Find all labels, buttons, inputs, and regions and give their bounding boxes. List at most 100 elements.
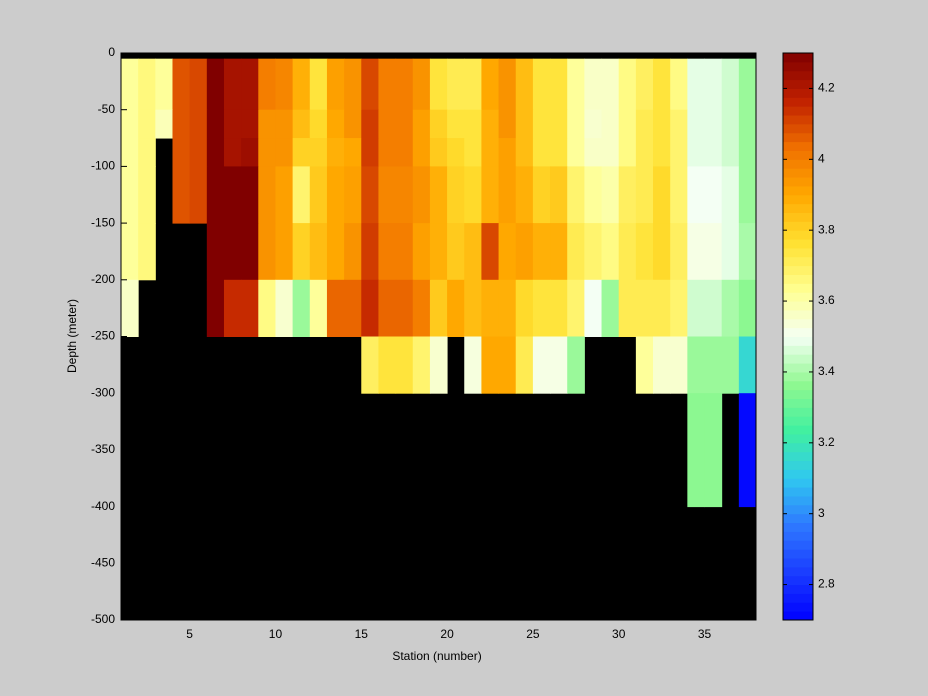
heatmap-cell (344, 166, 362, 224)
heatmap-cell (532, 58, 551, 111)
heatmap-cell (550, 336, 568, 394)
heatmap-cell (601, 109, 620, 139)
colorbar-swatch (783, 549, 813, 559)
heatmap-cell (721, 336, 740, 394)
heatmap-cell (138, 166, 156, 224)
y-tick-label: -200 (91, 272, 115, 286)
y-tick-label: -150 (91, 215, 115, 229)
colorbar-tick-label: 3.4 (818, 364, 835, 378)
heatmap-cell (361, 138, 379, 167)
heatmap-cell (567, 223, 585, 281)
heatmap-cell (532, 336, 551, 394)
heatmap-cell (721, 223, 740, 281)
colorbar-swatch (783, 487, 813, 497)
heatmap-cell (447, 138, 465, 167)
colorbar-swatch (783, 425, 813, 435)
heatmap-cell (635, 223, 654, 281)
heatmap-cell (481, 166, 500, 224)
x-tick-label: 20 (440, 627, 454, 641)
heatmap-cell (326, 109, 345, 139)
heatmap-cell (172, 109, 191, 139)
heatmap-cell (721, 109, 740, 139)
colorbar-swatch (783, 265, 813, 275)
heatmap-cell (738, 393, 757, 508)
colorbar-swatch (783, 88, 813, 98)
heatmap-cell (464, 138, 482, 167)
heatmap-cell (687, 138, 706, 167)
colorbar-swatch (783, 371, 813, 382)
x-tick-label: 5 (186, 627, 193, 641)
x-axis-label: Station (number) (392, 649, 481, 663)
heatmap-cell (223, 138, 242, 167)
heatmap-cell (635, 166, 654, 224)
heatmap-cell (344, 58, 362, 111)
heatmap-cell (361, 58, 379, 111)
heatmap-cell (241, 279, 259, 337)
heatmap-cell (618, 58, 637, 111)
heatmap-cell (653, 109, 671, 139)
y-tick-label: -250 (91, 329, 115, 343)
heatmap-cell (481, 109, 500, 139)
heatmap-cell (670, 109, 688, 139)
heatmap-cell (738, 336, 757, 394)
heatmap-cell (687, 109, 706, 139)
colorbar-swatch (783, 469, 813, 479)
heatmap-cell (121, 279, 139, 337)
heatmap-cell (121, 109, 139, 139)
x-tick-label: 35 (698, 627, 712, 641)
heatmap-cell (498, 223, 517, 281)
colorbar-swatch (783, 132, 813, 143)
heatmap-cell (275, 223, 294, 281)
heatmap-cell (567, 279, 585, 337)
heatmap-cell (464, 223, 482, 281)
heatmap-cell (172, 166, 191, 224)
heatmap-cell (635, 58, 654, 111)
colorbar-swatch (783, 602, 813, 612)
colorbar-swatch (783, 557, 813, 568)
heatmap-cell (618, 109, 637, 139)
heatmap-cell (532, 166, 551, 224)
heatmap-cell (721, 166, 740, 224)
heatmap-cell (464, 336, 482, 394)
x-tick-label: 25 (526, 627, 540, 641)
heatmap-cell (498, 279, 517, 337)
heatmap-cell (567, 138, 585, 167)
heatmap-cell (515, 336, 534, 394)
heatmap-cell (601, 166, 620, 224)
heatmap-cell (309, 223, 328, 281)
heatmap-cell (464, 166, 482, 224)
heatmap-cell (275, 138, 294, 167)
heatmap-cell (412, 109, 431, 139)
heatmap-cell (515, 58, 534, 111)
colorbar-tick-label: 4.2 (818, 81, 835, 95)
heatmap-cell (275, 279, 294, 337)
heatmap-cell (241, 223, 259, 281)
heatmap-cell (429, 336, 448, 394)
heatmap-cell (326, 138, 345, 167)
heatmap-cell (498, 138, 517, 167)
heatmap-cell (309, 58, 328, 111)
heatmap-cell (429, 58, 448, 111)
y-tick-label: 0 (108, 45, 115, 59)
heatmap-cell (378, 58, 397, 111)
heatmap-cell (687, 166, 706, 224)
heatmap-cell (344, 138, 362, 167)
colorbar-swatch (783, 309, 813, 320)
heatmap-cell (618, 279, 637, 337)
colorbar-swatch (783, 327, 813, 337)
heatmap-cell (241, 166, 259, 224)
heatmap-cell (601, 138, 620, 167)
heatmap-cell (412, 138, 431, 167)
colorbar-swatch (783, 433, 813, 444)
heatmap-cell (567, 58, 585, 111)
heatmap-cell (258, 58, 276, 111)
heatmap-cell (481, 336, 500, 394)
heatmap-cell (258, 166, 276, 224)
heatmap-cell (498, 336, 517, 394)
heatmap-cell (258, 223, 276, 281)
colorbar-swatch (783, 522, 813, 532)
heatmap-cell (515, 138, 534, 167)
colorbar-swatch (783, 611, 813, 621)
